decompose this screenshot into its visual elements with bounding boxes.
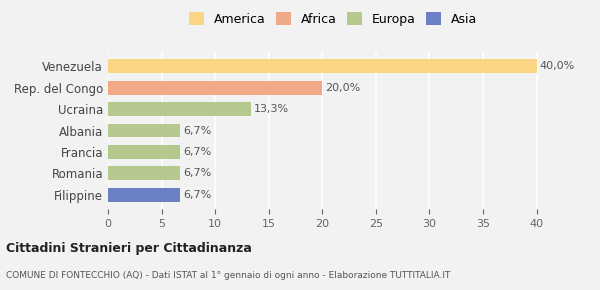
Bar bbox=[108, 81, 322, 95]
Bar bbox=[108, 166, 180, 180]
Text: 40,0%: 40,0% bbox=[540, 61, 575, 71]
Bar bbox=[108, 145, 180, 159]
Text: COMUNE DI FONTECCHIO (AQ) - Dati ISTAT al 1° gennaio di ogni anno - Elaborazione: COMUNE DI FONTECCHIO (AQ) - Dati ISTAT a… bbox=[6, 271, 451, 280]
Text: 6,7%: 6,7% bbox=[183, 190, 211, 200]
Text: 6,7%: 6,7% bbox=[183, 126, 211, 135]
Legend: America, Africa, Europa, Asia: America, Africa, Europa, Asia bbox=[185, 8, 481, 30]
Text: 13,3%: 13,3% bbox=[254, 104, 289, 114]
Text: 20,0%: 20,0% bbox=[325, 83, 361, 93]
Bar bbox=[108, 124, 180, 137]
Text: Cittadini Stranieri per Cittadinanza: Cittadini Stranieri per Cittadinanza bbox=[6, 242, 252, 255]
Bar bbox=[108, 102, 251, 116]
Text: 6,7%: 6,7% bbox=[183, 168, 211, 178]
Bar bbox=[108, 188, 180, 202]
Bar bbox=[108, 59, 536, 73]
Text: 6,7%: 6,7% bbox=[183, 147, 211, 157]
